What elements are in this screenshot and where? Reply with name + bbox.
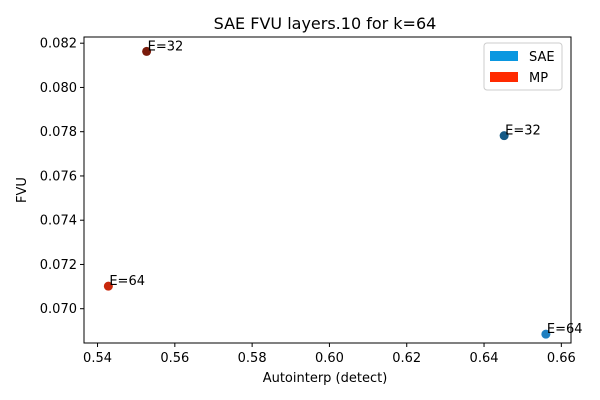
x-tick-label: 0.54 <box>83 351 112 366</box>
data-point <box>103 281 113 291</box>
legend-swatch <box>490 51 518 61</box>
data-point <box>499 131 509 141</box>
y-tick-label: 0.074 <box>40 214 77 229</box>
x-tick-label: 0.66 <box>547 351 576 366</box>
point-annotation: E=32 <box>148 39 184 54</box>
x-tick-label: 0.64 <box>470 351 499 366</box>
x-tick-label: 0.58 <box>238 351 267 366</box>
y-tick-label: 0.070 <box>40 302 77 317</box>
x-tick-label: 0.62 <box>392 351 421 366</box>
plot-area: E=32 E=64 E=32 E=64 <box>103 39 583 339</box>
point-annotation: E=32 <box>505 124 541 139</box>
legend-label: SAE <box>529 50 555 65</box>
y-axis-label: FVU <box>15 177 30 203</box>
y-axis: 0.070 0.072 0.074 0.076 0.078 0.080 0.082 <box>40 37 84 317</box>
axes-frame <box>83 36 572 344</box>
chart-title: SAE FVU layers.10 for k=64 <box>214 14 437 33</box>
point-annotation: E=64 <box>547 322 583 337</box>
y-tick-label: 0.078 <box>40 125 77 140</box>
legend-label: MP <box>529 71 548 86</box>
x-axis-label: Autointerp (detect) <box>263 371 388 386</box>
y-tick-label: 0.082 <box>40 37 77 52</box>
point-annotation: E=64 <box>109 274 145 289</box>
legend: SAE MP <box>483 42 563 91</box>
x-axis: 0.54 0.56 0.58 0.60 0.62 0.64 0.66 <box>83 343 576 366</box>
legend-swatch <box>490 72 518 82</box>
data-point <box>142 46 152 56</box>
y-tick-label: 0.076 <box>40 169 77 184</box>
x-tick-label: 0.56 <box>160 351 189 366</box>
y-tick-label: 0.072 <box>40 258 77 273</box>
data-point <box>541 329 551 339</box>
x-tick-label: 0.60 <box>315 351 344 366</box>
y-tick-label: 0.080 <box>40 81 77 96</box>
